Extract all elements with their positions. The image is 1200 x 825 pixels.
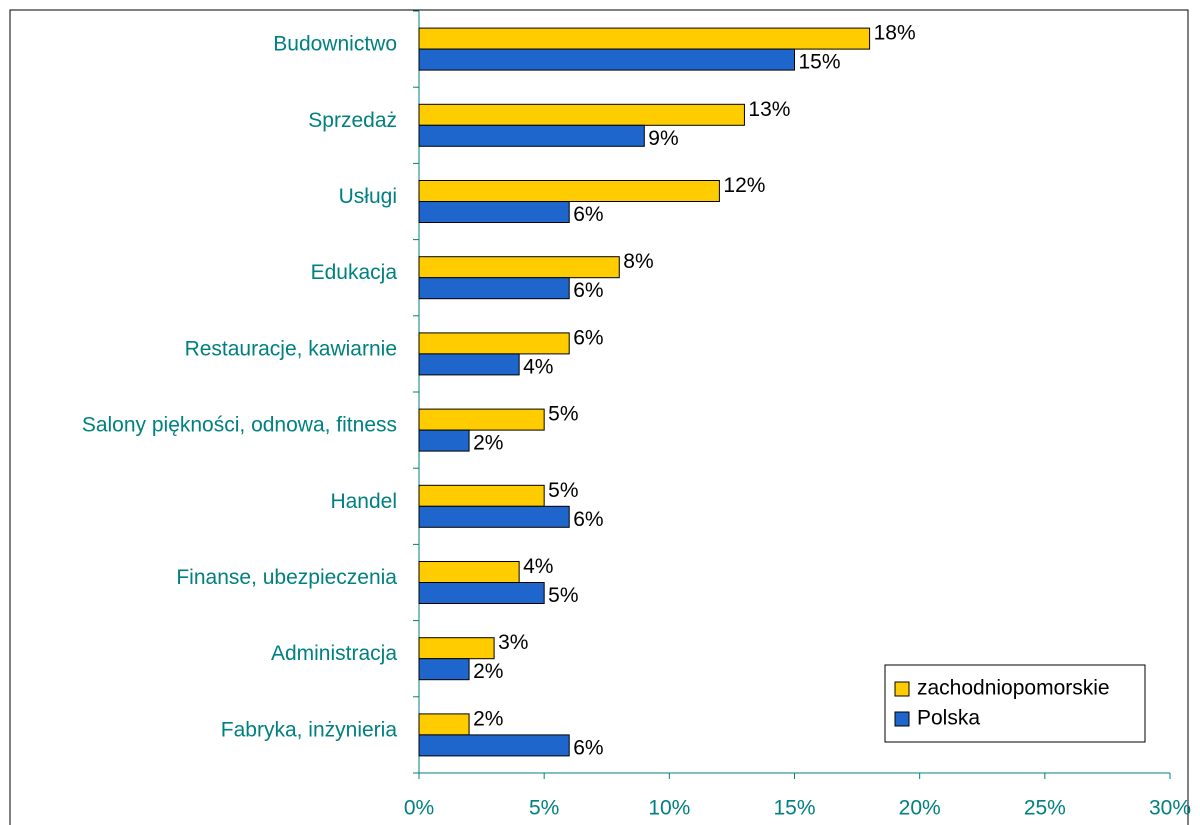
- y-tick-label: Administracja: [271, 642, 397, 665]
- data-label: 6%: [573, 508, 603, 531]
- legend-swatch: [894, 711, 910, 727]
- y-tick-label: Restauracje, kawiarnie: [185, 337, 397, 360]
- bar: [418, 48, 795, 71]
- x-tick-label: 20%: [899, 797, 941, 820]
- bar: [418, 256, 620, 279]
- y-tick-label: Sprzedaż: [308, 109, 397, 132]
- bar: [418, 201, 570, 223]
- bar: [418, 124, 645, 147]
- bar: [418, 277, 570, 300]
- data-label: 6%: [573, 326, 603, 349]
- data-label: 5%: [548, 584, 578, 607]
- x-tick-label: 5%: [529, 797, 559, 820]
- x-tick-label: 25%: [1024, 797, 1066, 820]
- data-label: 12%: [723, 174, 765, 197]
- x-tick-label: 0%: [404, 797, 434, 820]
- legend-box: [884, 664, 1146, 743]
- x-tick-label: 15%: [773, 797, 815, 820]
- y-tick-label: Salony piękności, odnowa, fitness: [82, 414, 397, 437]
- data-label: 6%: [573, 279, 603, 302]
- data-label: 5%: [548, 403, 578, 426]
- bar: [418, 658, 470, 681]
- y-tick-label: Edukacja: [311, 261, 398, 284]
- x-tick-label: 30%: [1149, 797, 1191, 820]
- bar: [418, 734, 570, 757]
- data-label: 9%: [648, 127, 678, 150]
- y-tick-label: Budownictwo: [273, 33, 397, 56]
- data-label: 2%: [473, 432, 503, 455]
- data-label: 5%: [548, 479, 578, 502]
- y-tick-label: Handel: [330, 490, 397, 513]
- data-label: 15%: [799, 51, 841, 74]
- data-label: 4%: [523, 555, 553, 578]
- data-label: 6%: [573, 736, 603, 759]
- bar: [418, 353, 520, 376]
- bar: [418, 103, 745, 126]
- legend-swatch: [894, 681, 910, 697]
- y-tick-label: Usługi: [339, 185, 397, 208]
- data-label: 4%: [523, 355, 553, 378]
- legend-label: zachodniopomorskie: [917, 677, 1110, 700]
- y-tick-label: Finanse, ubezpieczenia: [176, 566, 397, 589]
- bar: [418, 582, 545, 604]
- bar: [418, 484, 545, 507]
- y-tick-label: Fabryka, inżynieria: [221, 718, 398, 741]
- bar: [418, 505, 570, 528]
- data-label: 6%: [573, 203, 603, 226]
- data-label: 13%: [748, 98, 790, 121]
- legend-label: Polska: [917, 707, 980, 730]
- data-label: 2%: [473, 660, 503, 683]
- bar: [418, 637, 495, 660]
- bar: [418, 713, 470, 736]
- bar: [418, 180, 720, 202]
- data-label: 3%: [498, 631, 528, 654]
- chart-frame: [9, 9, 1189, 825]
- bar: [418, 429, 470, 452]
- bar: [418, 408, 545, 431]
- data-label: 18%: [874, 22, 916, 45]
- bar: [418, 332, 570, 355]
- data-label: 2%: [473, 707, 503, 730]
- bar: [418, 561, 520, 583]
- x-tick-label: 10%: [648, 797, 690, 820]
- bar: [418, 27, 871, 50]
- data-label: 8%: [623, 250, 653, 273]
